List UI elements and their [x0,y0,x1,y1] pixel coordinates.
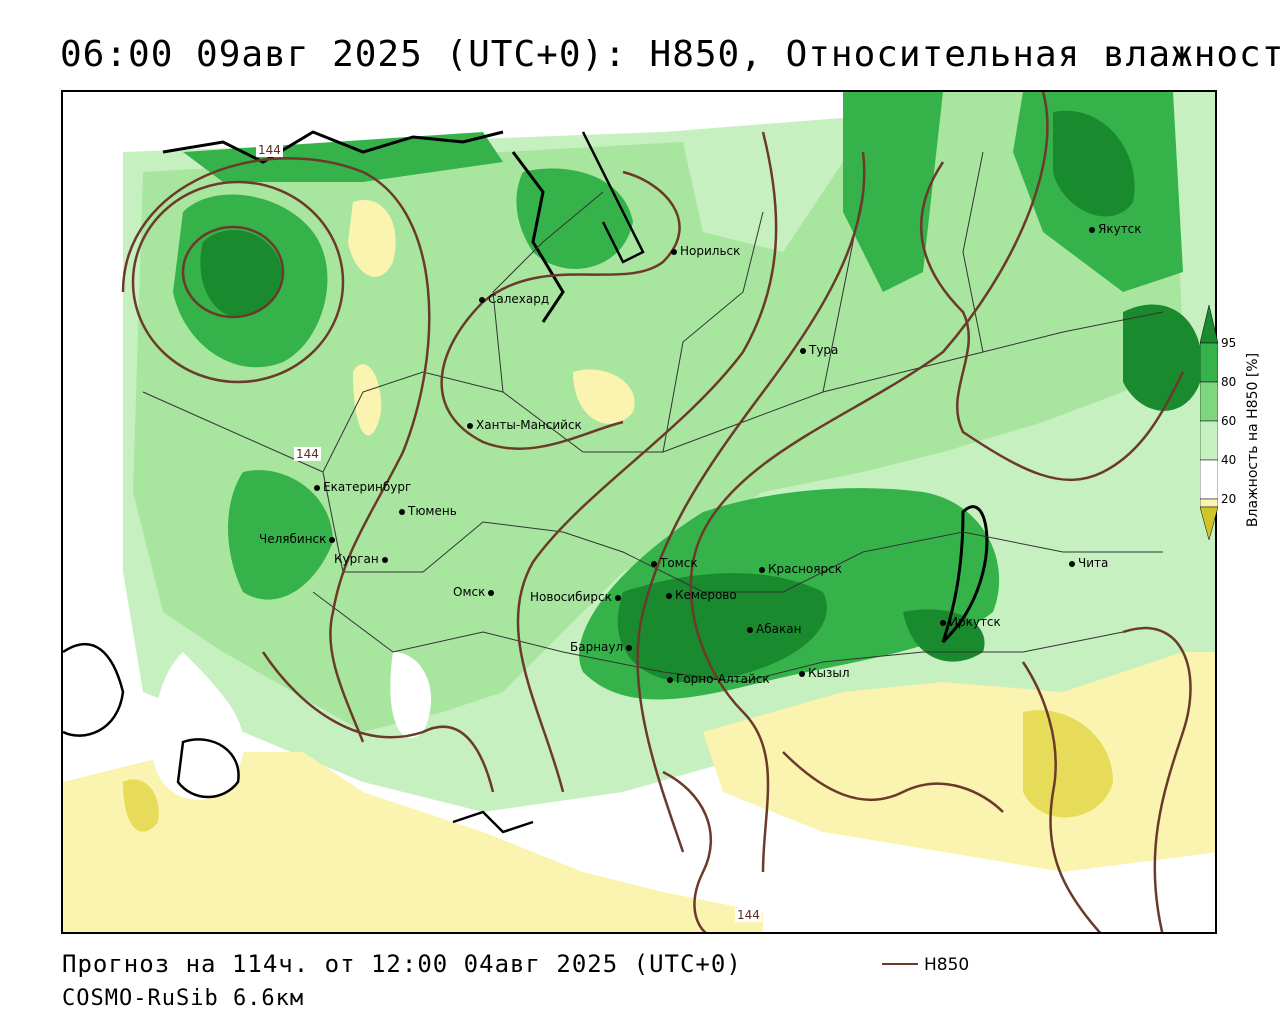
contour-label: 144 [735,908,762,922]
city-label: Кемерово [666,588,737,602]
city-dot [1069,560,1075,567]
legend-label: H850 [924,955,970,975]
colorbar-tick: 40 [1221,453,1237,467]
city-label: Тюмень [399,504,457,518]
city-dot [479,296,485,303]
colorbar [1200,305,1218,540]
city-dot [666,592,672,599]
city-dot [940,619,946,626]
city-dot [314,484,320,491]
city-label: Чита [1069,556,1108,570]
legend-contour-line [882,963,918,965]
city-label: Иркутск [940,615,1001,629]
city-label: Тура [800,343,838,357]
city-dot [614,594,621,601]
city-dot [399,508,405,515]
city-dot [651,560,657,567]
city-label: Томск [651,556,698,570]
model-name: COSMO-RuSib 6.6км [62,986,305,1011]
colorbar-tick: 60 [1221,414,1237,428]
city-label: Норильск [671,244,740,258]
colorbar-tick: 80 [1221,375,1237,389]
city-dot [747,626,753,633]
contour-label: 144 [294,447,321,461]
city-dot [329,536,336,543]
city-label: Курган [334,552,391,566]
humidity-map [63,92,1215,932]
city-dot [467,422,473,429]
city-dot [667,676,673,683]
map-panel: 144 144 144 Якутск Норильск Салехард Тур… [61,90,1217,934]
chart-title: 06:00 09авг 2025 (UTC+0): H850, Относите… [60,34,1280,75]
city-label: Кызыл [799,666,850,680]
city-dot [1089,226,1095,233]
city-label: Екатеринбург [314,480,411,494]
city-label: Новосибирск [530,590,624,604]
city-dot [800,347,806,354]
forecast-info: Прогноз на 114ч. от 12:00 04авг 2025 (UT… [62,950,742,978]
city-dot [799,670,805,677]
city-label: Ханты-Мансийск [467,418,582,432]
city-label: Салехард [479,292,549,306]
city-dot [626,644,633,651]
colorbar-tick: 20 [1221,492,1237,506]
city-dot [671,248,677,255]
city-label: Челябинск [259,532,338,546]
city-dot [759,566,765,573]
city-label: Горно-Алтайск [667,672,770,686]
city-label: Якутск [1089,222,1142,236]
city-dot [488,589,495,596]
colorbar-tick: 95 [1221,336,1237,350]
contour-label: 144 [256,143,283,157]
city-label: Абакан [747,622,801,636]
city-dot [381,556,388,563]
colorbar-title: Влажность на H850 [%] [1245,352,1261,528]
city-label: Красноярск [759,562,842,576]
city-label: Омск [453,585,497,599]
city-label: Барнаул [570,640,635,654]
